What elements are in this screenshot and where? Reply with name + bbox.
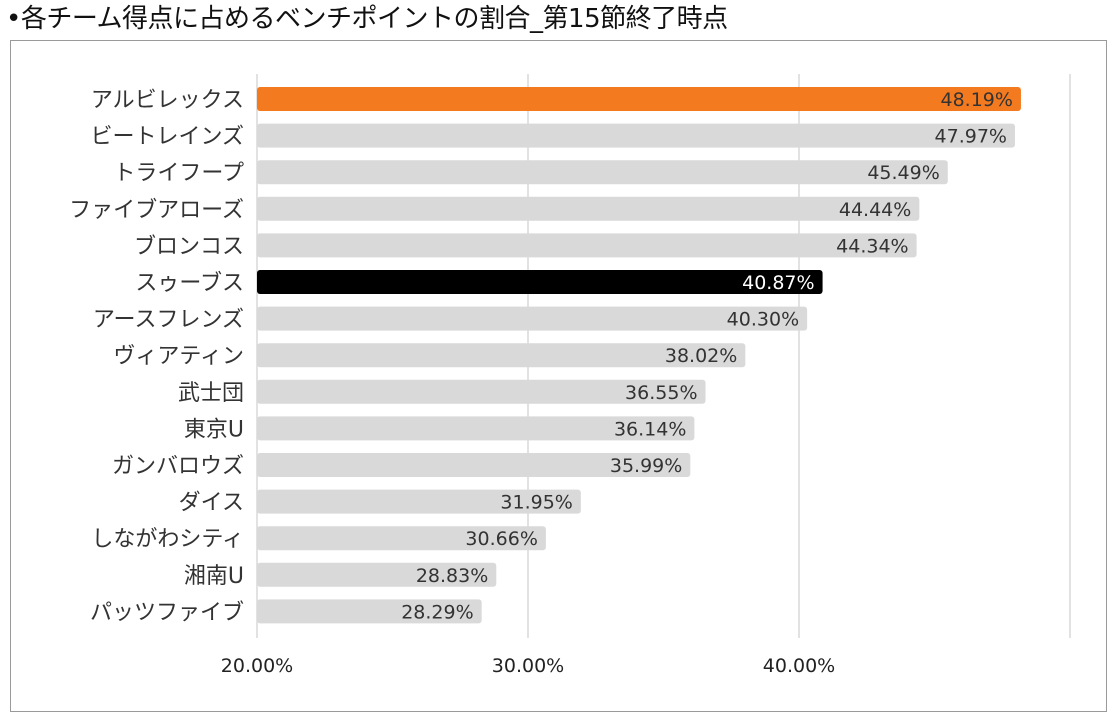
chart-title: •各チーム得点に占めるベンチポイントの割合_第15節終了時点 [6,4,728,34]
value-label: 35.99% [610,455,682,477]
category-label: 東京U [184,417,244,442]
value-label: 28.83% [416,565,488,587]
bar [257,270,823,294]
tick-label: 40.00% [763,655,835,677]
category-label: ブロンコス [134,234,244,259]
x-axis-ticks: 20.00% 30.00% 40.00% [221,655,835,677]
bar [257,306,808,331]
category-label: ファイブアローズ [69,198,244,223]
bar [257,599,482,624]
category-label: 武士団 [178,381,244,406]
value-label: 45.49% [867,162,939,184]
value-label: 30.66% [465,528,537,550]
category-labels: アルビレックスビートレインズトライフープファイブアローズブロンコススゥーブスアー… [69,88,244,625]
category-label: ダイス [179,491,244,516]
value-label: 31.95% [500,492,572,514]
category-label: トライフープ [113,161,244,186]
bar [257,379,706,404]
category-label: ガンバロウズ [112,454,244,479]
value-label: 48.19% [940,89,1012,111]
tick-label: 30.00% [492,655,564,677]
bar [257,196,920,221]
tick-label: 20.00% [221,655,293,677]
category-label: アースフレンズ [93,308,244,333]
value-label: 44.44% [839,199,911,221]
value-label: 38.02% [665,345,737,367]
category-label: しながわシティ [91,527,244,552]
value-labels: 48.19% 47.97% 45.49% 44.44% 44.34% 40.87% 40.3… [401,89,1013,623]
category-label: ヴィアティン [113,344,244,369]
bars [257,87,1021,624]
value-label: 40.87% [742,272,814,294]
bar [257,233,917,258]
category-label: ビートレインズ [90,125,244,150]
category-label: パッツファイブ [90,600,244,625]
value-label: 36.55% [625,382,697,404]
chart-frame [10,40,1107,712]
bar [257,343,746,368]
value-label: 47.97% [935,126,1007,148]
bar [257,562,497,587]
value-label: 36.14% [614,418,686,440]
bar [257,526,546,551]
bar [257,87,1021,111]
bar [257,160,948,185]
bar [257,453,691,477]
bar [257,123,1015,148]
category-label: アルビレックス [91,88,244,113]
value-label: 28.29% [401,601,473,623]
category-label: 湘南U [184,564,244,589]
value-label: 44.34% [836,235,908,257]
category-label: スゥーブス [135,271,244,296]
bar [257,489,581,514]
value-label: 40.30% [727,309,799,331]
bar [257,416,695,441]
